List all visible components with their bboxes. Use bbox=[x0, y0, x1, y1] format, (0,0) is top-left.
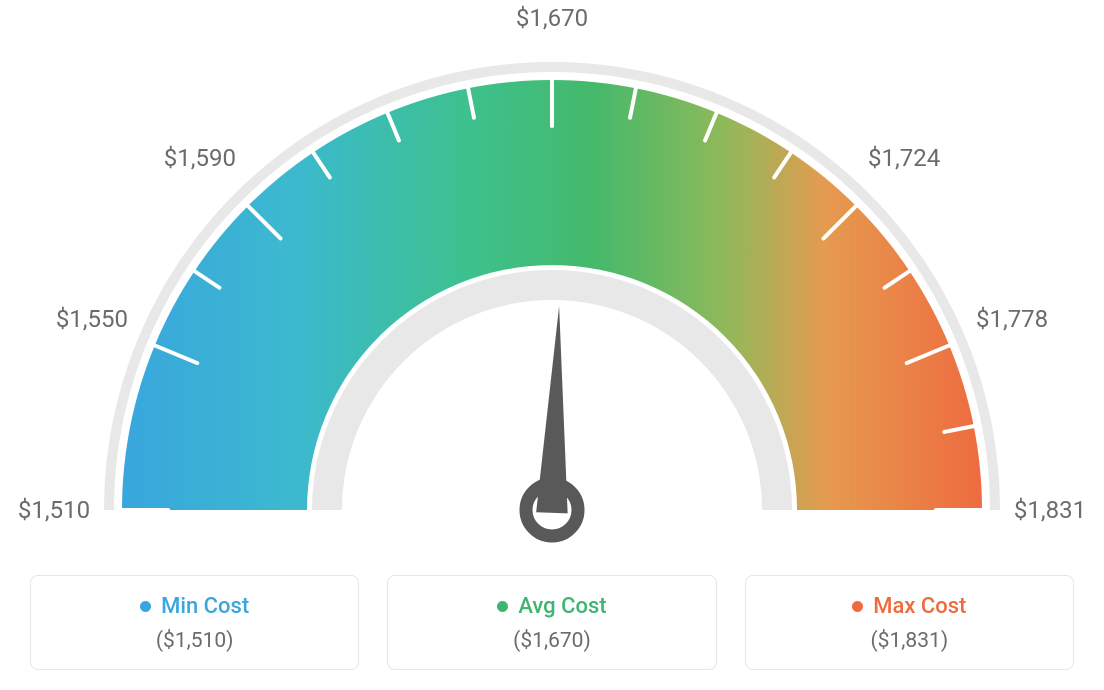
legend-head-avg: Avg Cost bbox=[398, 594, 705, 619]
legend-card-max: Max Cost ($1,831) bbox=[745, 575, 1074, 670]
legend-row: Min Cost ($1,510) Avg Cost ($1,670) Max … bbox=[0, 575, 1104, 670]
legend-card-min: Min Cost ($1,510) bbox=[30, 575, 359, 670]
gauge-tick-label: $1,510 bbox=[18, 496, 90, 524]
gauge-tick-label: $1,670 bbox=[516, 4, 588, 32]
gauge-tick-label: $1,778 bbox=[976, 305, 1048, 333]
gauge-tick-label: $1,550 bbox=[56, 305, 128, 333]
legend-value-avg: ($1,670) bbox=[398, 629, 705, 653]
legend-head-max: Max Cost bbox=[756, 594, 1063, 619]
gauge-area: $1,510 $1,550 $1,590 $1,670 $1,724 $1,778 $1,8… bbox=[0, 0, 1104, 560]
legend-value-min: ($1,510) bbox=[41, 629, 348, 653]
gauge-svg bbox=[0, 0, 1104, 560]
legend-dot-avg bbox=[497, 601, 508, 612]
legend-card-avg: Avg Cost ($1,670) bbox=[387, 575, 716, 670]
legend-title-max: Max Cost bbox=[873, 594, 966, 619]
legend-dot-min bbox=[140, 601, 151, 612]
gauge-tick-label: $1,831 bbox=[1014, 496, 1086, 524]
legend-value-max: ($1,831) bbox=[756, 629, 1063, 653]
legend-title-min: Min Cost bbox=[161, 594, 249, 619]
gauge-chart-container: $1,510 $1,550 $1,590 $1,670 $1,724 $1,778 $1,8… bbox=[0, 0, 1104, 690]
legend-dot-max bbox=[852, 601, 863, 612]
legend-head-min: Min Cost bbox=[41, 594, 348, 619]
gauge-tick-label: $1,724 bbox=[868, 144, 940, 172]
gauge-tick-label: $1,590 bbox=[164, 144, 236, 172]
legend-title-avg: Avg Cost bbox=[518, 594, 606, 619]
